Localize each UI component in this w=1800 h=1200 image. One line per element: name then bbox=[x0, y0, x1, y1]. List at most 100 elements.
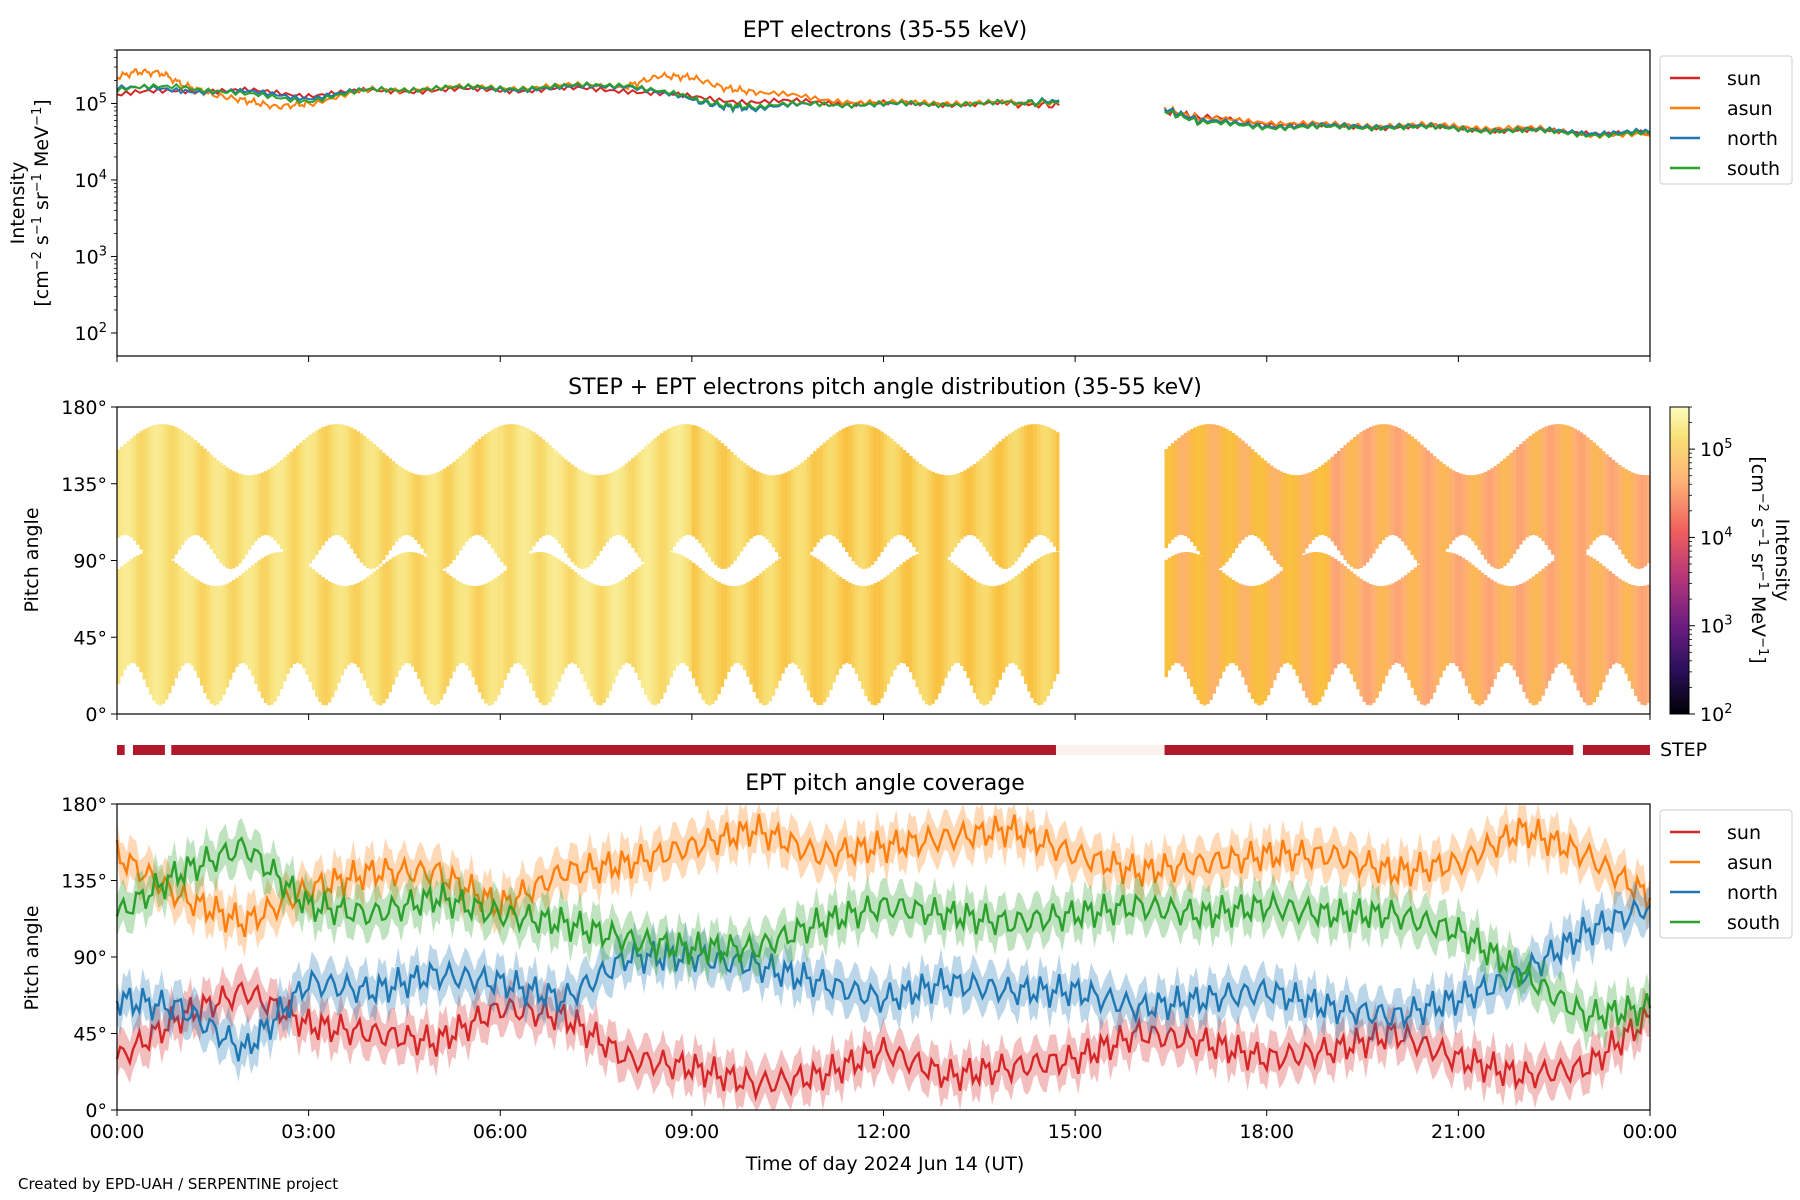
heatmap-cell bbox=[1273, 467, 1277, 561]
heatmap-cell bbox=[1624, 582, 1628, 674]
heatmap-cell bbox=[276, 462, 281, 545]
heatmap-cell bbox=[1346, 568, 1351, 669]
heatmap-cell bbox=[1001, 583, 1006, 673]
heatmap-cell bbox=[446, 466, 450, 567]
heatmap-cell bbox=[711, 435, 715, 562]
heatmap-cell bbox=[570, 464, 574, 562]
heatmap-cell bbox=[998, 441, 1002, 568]
heatmap-cell bbox=[720, 583, 725, 687]
heatmap-cell bbox=[864, 424, 868, 569]
panel1-ylabel: Intensity bbox=[7, 162, 29, 245]
heatmap-cell bbox=[1582, 434, 1587, 555]
heatmap-cell bbox=[1190, 429, 1194, 542]
heatmap-cell bbox=[529, 553, 533, 684]
heatmap-cell bbox=[1209, 562, 1213, 700]
heatmap-cell bbox=[1570, 552, 1574, 676]
heatmap-cell bbox=[586, 581, 590, 690]
colorbar-label: Intensity bbox=[1771, 519, 1793, 602]
panel1-plot-area bbox=[116, 68, 1651, 140]
heatmap-cell bbox=[283, 457, 287, 554]
heatmap-cell bbox=[519, 558, 523, 665]
heatmap-cell bbox=[1560, 424, 1565, 567]
heatmap-cell bbox=[570, 569, 574, 663]
heatmap-cell bbox=[465, 450, 469, 542]
heatmap-cell bbox=[707, 432, 712, 558]
heatmap-cell bbox=[790, 469, 795, 569]
heatmap-cell bbox=[1429, 453, 1434, 569]
heatmap-cell bbox=[1432, 554, 1437, 693]
heatmap-cell bbox=[1423, 447, 1427, 569]
panel3-legend: sun asun north south bbox=[1659, 809, 1793, 939]
heatmap-cell bbox=[1381, 424, 1386, 541]
heatmap-cell bbox=[1567, 552, 1571, 669]
heatmap-cell bbox=[417, 553, 421, 679]
heatmap-cell bbox=[1416, 441, 1421, 564]
heatmap-cell bbox=[238, 473, 242, 564]
heatmap-cell bbox=[1487, 470, 1491, 564]
heatmap-cell bbox=[771, 563, 776, 696]
heatmap-cell bbox=[618, 467, 622, 536]
heatmap-cell bbox=[889, 438, 894, 540]
panel3-ylabel: Pitch angle bbox=[21, 905, 43, 1010]
heatmap-cell bbox=[254, 562, 258, 684]
x-tick-label: 06:00 bbox=[473, 1121, 528, 1143]
heatmap-cell bbox=[669, 552, 673, 678]
heatmap-cell bbox=[1525, 580, 1529, 699]
heatmap-cell bbox=[1330, 456, 1335, 542]
heatmap-cell bbox=[851, 424, 856, 562]
heatmap-cell bbox=[861, 586, 865, 689]
heatmap-cell bbox=[385, 561, 389, 699]
heatmap-cell bbox=[631, 458, 635, 548]
heatmap-cell bbox=[260, 472, 265, 536]
heatmap-cell bbox=[1164, 559, 1168, 678]
heatmap-cell bbox=[235, 472, 239, 567]
heatmap-cell bbox=[992, 447, 996, 561]
heatmap-cell bbox=[1333, 453, 1338, 546]
heatmap-cell bbox=[1439, 461, 1443, 559]
heatmap-cell bbox=[663, 431, 667, 561]
heatmap-cell bbox=[810, 555, 814, 698]
heatmap-cell bbox=[1637, 474, 1641, 569]
heatmap-cell bbox=[359, 581, 364, 674]
x-tick-label: 09:00 bbox=[664, 1121, 719, 1143]
heatmap-cell bbox=[640, 449, 645, 562]
heatmap-cell bbox=[573, 572, 578, 665]
heatmap-cell bbox=[1279, 571, 1283, 668]
heatmap-cell bbox=[1186, 430, 1191, 539]
heatmap-cell bbox=[1052, 552, 1057, 682]
heatmap-cell bbox=[203, 448, 207, 541]
heatmap-cell bbox=[196, 580, 201, 678]
heatmap-cell bbox=[369, 441, 373, 569]
heatmap-cell bbox=[385, 455, 389, 556]
heatmap-cell bbox=[870, 426, 875, 565]
heatmap-cell bbox=[854, 585, 859, 674]
heatmap-cell bbox=[1375, 585, 1379, 698]
heatmap-cell bbox=[161, 554, 166, 704]
heatmap-cell bbox=[634, 455, 638, 553]
heatmap-cell bbox=[1260, 583, 1264, 705]
heatmap-cell bbox=[1170, 555, 1175, 666]
heatmap-cell bbox=[1011, 578, 1015, 663]
heatmap-cell bbox=[1515, 447, 1520, 550]
heatmap-cell bbox=[388, 559, 392, 693]
panel2-title: STEP + EPT electrons pitch angle distrib… bbox=[568, 375, 1202, 400]
heatmap-cell bbox=[1468, 475, 1472, 538]
heatmap-cell bbox=[1426, 450, 1430, 569]
heatmap-cell bbox=[1420, 444, 1424, 567]
heatmap-cell bbox=[152, 552, 156, 701]
heatmap-cell bbox=[599, 475, 603, 551]
heatmap-cell bbox=[439, 470, 444, 569]
heatmap-cell bbox=[1327, 459, 1331, 539]
heatmap-cell bbox=[164, 424, 169, 567]
heatmap-cell bbox=[481, 436, 485, 537]
heatmap-cell bbox=[1525, 438, 1529, 538]
heatmap-cell bbox=[516, 424, 520, 567]
heatmap-cell bbox=[1298, 475, 1303, 559]
heatmap-cell bbox=[1238, 583, 1242, 671]
heatmap-cell bbox=[1646, 475, 1651, 564]
heatmap-cell bbox=[723, 584, 728, 680]
heatmap-cell bbox=[730, 451, 734, 565]
heatmap-cell bbox=[1008, 580, 1012, 664]
heatmap-cell bbox=[1490, 579, 1494, 687]
